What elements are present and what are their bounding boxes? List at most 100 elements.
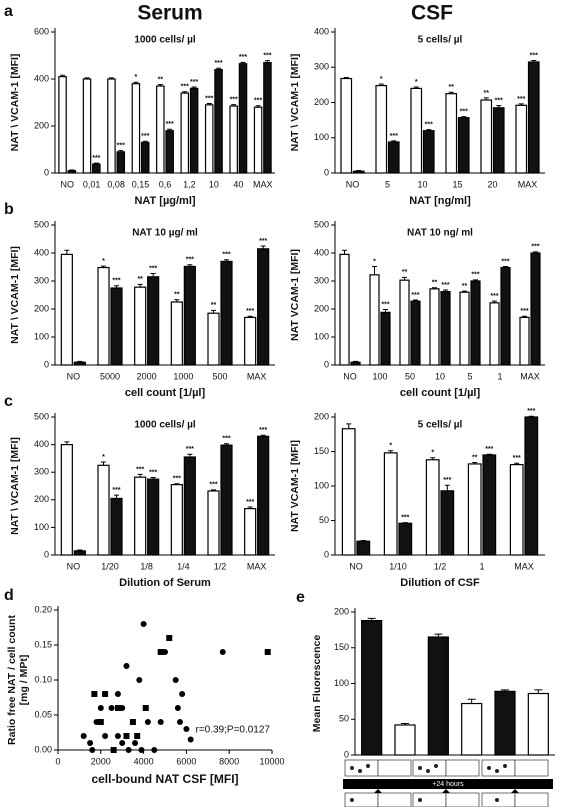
y-tick-label: 200 — [34, 303, 49, 313]
y-tick-label: 0 — [44, 167, 49, 177]
panel-title: NAT 10 µg/ ml — [132, 228, 198, 239]
error-bar — [432, 287, 437, 289]
x-tick-label: 0,6 — [159, 179, 172, 189]
error-bar — [528, 415, 534, 417]
error-bar — [426, 129, 432, 131]
significance: *** — [520, 308, 528, 315]
significance: ** — [158, 76, 164, 83]
bar — [253, 106, 263, 174]
scatter-point — [102, 733, 109, 739]
significance: *** — [381, 301, 389, 308]
x-tick-label: 100 — [372, 371, 387, 381]
error-bar — [360, 540, 366, 542]
error-bar — [492, 300, 497, 303]
scatter-point — [108, 705, 115, 711]
panel-title: NAT 10 ng/ ml — [407, 228, 473, 239]
scatter-point — [138, 747, 145, 753]
x-tick-label: 8000 — [219, 756, 239, 766]
bar — [387, 141, 400, 174]
scatter-point — [123, 733, 130, 739]
significance: *** — [495, 98, 503, 105]
significance: ** — [402, 269, 408, 276]
significance: ** — [484, 90, 490, 97]
error-bar — [174, 483, 180, 485]
scatter-point — [125, 747, 132, 753]
scatter-point — [134, 733, 141, 739]
y-tick-label: 0 — [44, 549, 49, 559]
error-bar — [413, 86, 419, 89]
bar — [244, 508, 257, 556]
significance: *** — [485, 446, 493, 453]
error-bar — [434, 633, 443, 638]
bar — [530, 252, 541, 366]
error-bar — [77, 360, 83, 363]
scatter-point — [187, 736, 194, 743]
significance: *** — [411, 292, 419, 299]
scatter-point — [110, 747, 117, 753]
y-tick-label: 150 — [314, 446, 329, 456]
scatter-point — [123, 663, 130, 669]
y-tick-label: 400 — [34, 73, 49, 83]
x-axis-label: NAT [ng/ml] — [409, 195, 471, 207]
significance: *** — [531, 244, 539, 251]
significance: ** — [174, 292, 180, 299]
bar — [107, 78, 116, 174]
bar — [110, 287, 123, 366]
error-bar — [486, 453, 492, 455]
significance: *** — [441, 282, 449, 289]
significance: *** — [527, 408, 535, 415]
significance: ** — [432, 280, 438, 287]
error-bar — [496, 105, 502, 108]
significance: *** — [263, 53, 271, 60]
bar — [207, 312, 220, 366]
significance: *** — [222, 252, 230, 259]
bar — [509, 464, 524, 556]
bar — [429, 288, 440, 366]
bar — [440, 490, 455, 556]
y-tick-label: 200 — [314, 97, 329, 107]
error-bar — [191, 86, 197, 89]
error-bar — [133, 81, 139, 84]
significance: *** — [92, 155, 100, 162]
significance: *** — [173, 476, 181, 483]
scatter-point — [114, 705, 121, 711]
y-tick-label: 200 — [334, 606, 349, 616]
y-tick-label: 100 — [34, 331, 49, 341]
error-bar — [64, 441, 70, 445]
y-axis-label: NAT \ VCAM-1 [MFI] — [289, 54, 301, 152]
y-tick-label: 100 — [314, 331, 329, 341]
y-tick-label: 200 — [314, 411, 329, 421]
significance: * — [415, 79, 418, 86]
x-axis-label: cell-bound NAT CSF [MFI] — [91, 772, 238, 786]
error-bar — [472, 462, 478, 464]
x-tick-label: MAX — [247, 561, 267, 571]
y-tick-label: 500 — [34, 219, 49, 229]
error-bar — [383, 309, 388, 313]
significance: * — [102, 454, 105, 461]
panel-title: 5 cells/ µl — [418, 420, 463, 431]
scatter-point — [102, 691, 109, 697]
bar — [170, 301, 183, 366]
error-bar — [64, 249, 70, 255]
bar — [369, 274, 380, 366]
significance: * — [102, 258, 105, 265]
y-tick-label: 400 — [34, 439, 49, 449]
significance: *** — [141, 133, 149, 140]
y-tick-label: 0 — [324, 359, 329, 369]
bar — [422, 130, 435, 174]
x-tick-label: 15 — [452, 179, 462, 189]
scatter-point — [136, 677, 143, 683]
y-tick-label: 0.10 — [34, 674, 52, 684]
significance: *** — [246, 308, 254, 315]
bar — [238, 63, 248, 174]
significance: *** — [222, 436, 230, 443]
bar — [140, 141, 150, 174]
bar — [180, 92, 190, 174]
bar — [147, 276, 160, 366]
x-tick-label: NO — [349, 561, 363, 571]
bar — [515, 104, 528, 174]
y-tick-label: 50 — [319, 515, 329, 525]
bar — [147, 478, 160, 556]
error-bar — [182, 91, 188, 94]
timeline-illustration — [343, 759, 553, 807]
